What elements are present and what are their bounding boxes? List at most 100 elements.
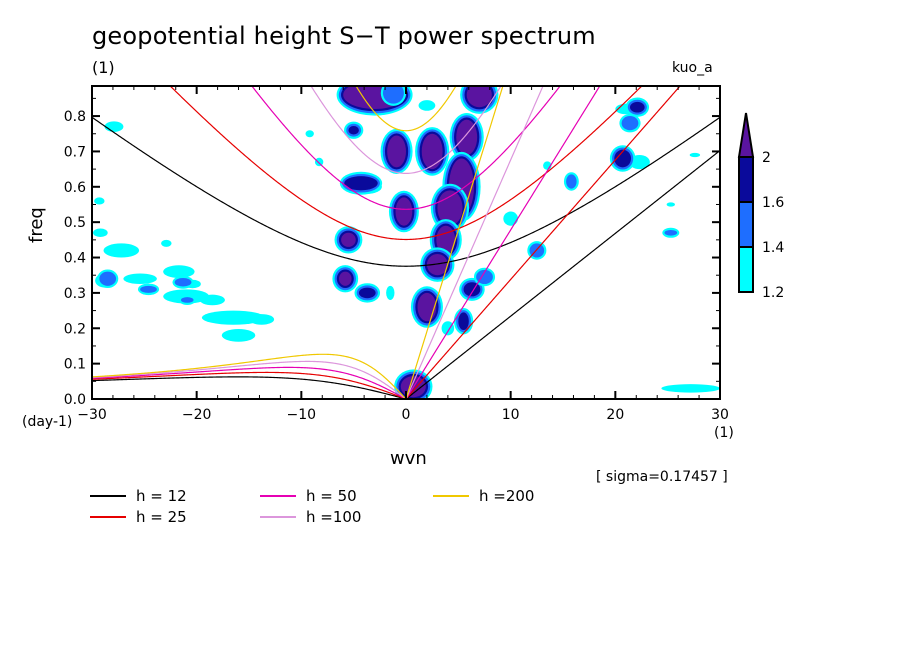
contour-region: [339, 271, 352, 286]
legend-item: h = 25: [90, 508, 187, 526]
contour-region-faint: [314, 157, 324, 167]
inertia-gravity-wave-curve: [310, 86, 502, 175]
contour-region: [436, 225, 456, 254]
contour-region-faint: [221, 328, 256, 342]
kelvin-wave-curve: [405, 86, 504, 399]
contour-region-faint: [689, 152, 701, 158]
colorbar: 1.2 1.4 1.6 2: [737, 112, 784, 301]
x-axis-label: wvn: [390, 448, 427, 469]
legend-line-swatch: [433, 495, 469, 497]
rossby-wave-curve: [92, 371, 407, 399]
colorbar-segment: [738, 156, 754, 203]
contour-region-faint: [666, 202, 675, 207]
inertia-gravity-wave-curve: [169, 86, 643, 241]
x-tick-label: 20: [606, 407, 624, 423]
y-axis-unit: (day-1): [22, 414, 73, 430]
dispersion-curves: [92, 86, 720, 399]
contour-region-faint: [163, 265, 195, 279]
legend-line-swatch: [90, 495, 126, 497]
legend-label: h = 25: [136, 508, 187, 526]
y-tick-label: 0.8: [64, 109, 86, 125]
x-tick-label: −10: [287, 407, 317, 423]
plot-frame: [91, 85, 721, 400]
contour-region-faint: [161, 239, 172, 247]
contour-region-faint: [248, 314, 275, 325]
colorbar-segment: [738, 246, 754, 293]
colorbar-segment: [738, 201, 754, 248]
contour-region-faint: [123, 273, 157, 285]
x-tick-label: 30: [711, 407, 729, 423]
contour-region: [344, 176, 378, 191]
contour-regions: [97, 86, 680, 399]
contour-region-faint: [94, 197, 105, 205]
legend-label: h =200: [479, 487, 535, 505]
contour-region: [458, 312, 469, 331]
contour-region: [421, 133, 443, 170]
colorbar-extend-arrow: [737, 112, 755, 158]
contour-region: [358, 287, 376, 299]
legend-line-swatch: [260, 516, 296, 518]
rossby-wave-curve: [92, 353, 407, 399]
legend-label: h = 12: [136, 487, 187, 505]
contour-region-faint: [386, 285, 395, 300]
y-tick-label: 0.2: [64, 321, 86, 337]
legend-item: h = 12: [90, 487, 187, 505]
sigma-note: [ sigma=0.17457 ]: [596, 469, 728, 485]
contour-region: [629, 101, 645, 113]
contour-region-faint: [104, 121, 124, 132]
x-axis-ticks: −30 −20 −10 0 10 20 30: [77, 86, 729, 423]
y-tick-label: 0.6: [64, 180, 86, 196]
contour-region-faint: [305, 130, 314, 138]
y-axis-ticks: 0.0 0.1 0.2 0.3 0.4 0.5 0.6 0.7 0.8: [64, 97, 720, 408]
y-tick-label: 0.1: [64, 357, 86, 373]
legend-item: h =100: [260, 508, 361, 526]
contour-region-faint: [201, 310, 265, 325]
kelvin-wave-curve: [405, 86, 601, 399]
rossby-wave-curve: [92, 360, 407, 399]
x-axis-unit: (1): [714, 425, 734, 441]
kelvin-wave-curve: [405, 86, 544, 399]
contour-region: [466, 86, 492, 108]
contour-region: [348, 125, 359, 135]
x-tick-label: 10: [502, 407, 520, 423]
inertia-gravity-wave-curve: [355, 86, 457, 132]
chart-subtitle: (1): [92, 58, 115, 77]
contour-region: [174, 278, 192, 287]
contour-region: [664, 229, 678, 236]
contour-region: [417, 292, 437, 322]
y-tick-label: 0.3: [64, 286, 86, 302]
legend-item: h =200: [433, 487, 534, 505]
rossby-wave-curve: [92, 366, 407, 399]
contour-region: [395, 197, 413, 226]
contour-region-faint: [93, 228, 108, 238]
legend-line-swatch: [90, 516, 126, 518]
contour-region: [180, 297, 194, 303]
inertia-gravity-wave-curve: [251, 86, 561, 210]
contour-region: [387, 135, 407, 168]
kelvin-wave-curve: [405, 150, 720, 399]
y-tick-label: 0.4: [64, 251, 86, 267]
legend-label: h =100: [306, 508, 362, 526]
contour-region: [621, 116, 639, 131]
colorbar-label: 1.4: [762, 240, 784, 256]
kelvin-wave-curve: [405, 86, 681, 399]
x-tick-label: 0: [402, 407, 411, 423]
run-name-label: kuo_a: [672, 60, 713, 76]
contour-region: [426, 253, 448, 276]
colorbar-label: 2: [762, 150, 771, 166]
y-tick-label: 0.0: [64, 392, 86, 408]
x-tick-label: −30: [77, 407, 107, 423]
x-tick-label: −20: [182, 407, 212, 423]
contour-region-faint: [199, 294, 225, 306]
contour-region: [476, 269, 493, 285]
contour-region: [566, 174, 577, 189]
contour-region-faint: [503, 211, 518, 226]
colorbar-label: 1.2: [762, 285, 784, 301]
colorbar-label: 1.6: [762, 195, 784, 211]
contour-region: [341, 232, 356, 247]
contour-region: [614, 149, 632, 168]
chart-title: geopotential height S−T power spectrum: [92, 22, 596, 50]
contour-region: [463, 282, 481, 297]
contour-region-faint: [103, 243, 140, 258]
contour-region: [382, 86, 404, 104]
